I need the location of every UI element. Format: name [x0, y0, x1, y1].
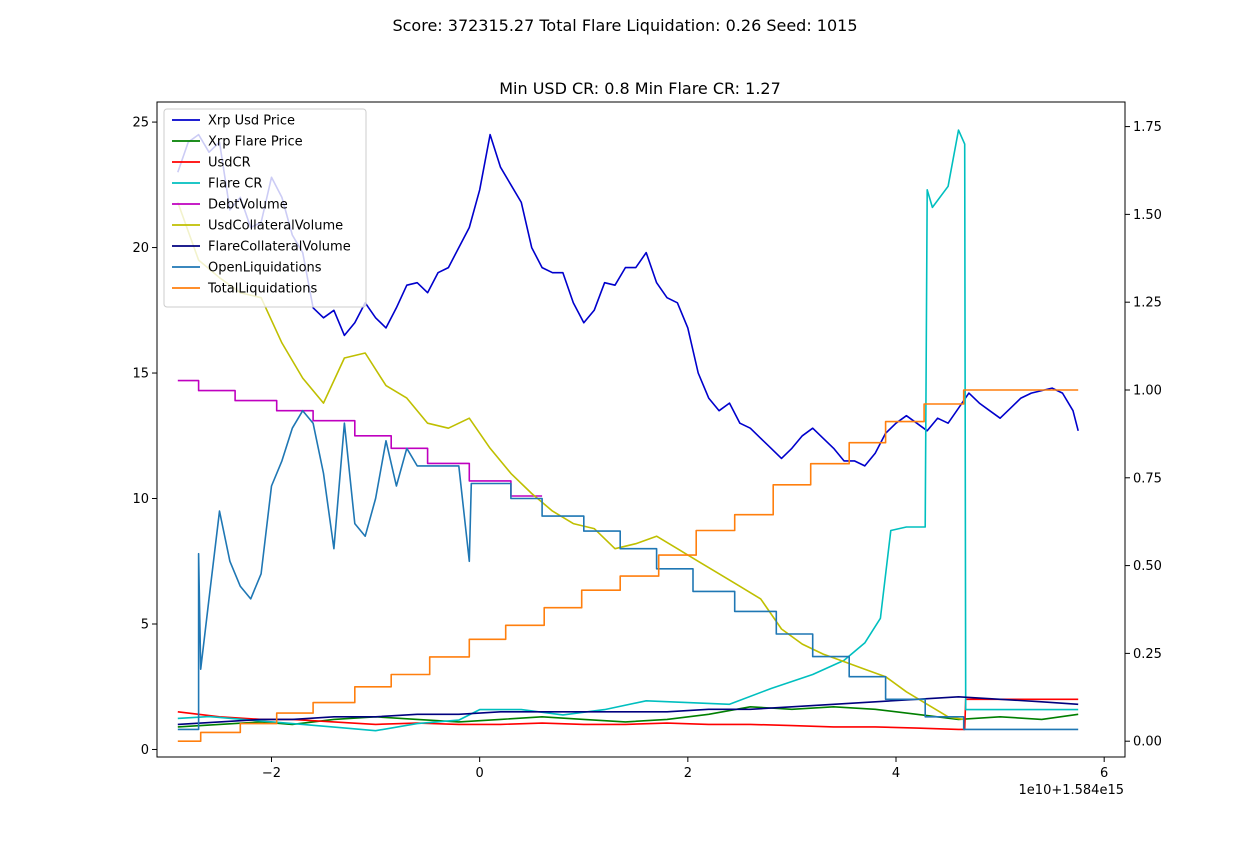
y-left-tick-label: 10 — [132, 492, 149, 507]
series-line-flarecollateralvolume — [177, 695, 1079, 726]
x-tick-label: 6 — [1100, 766, 1108, 781]
x-tick-label: 4 — [892, 766, 900, 781]
legend-label-flarecollateralvolume: FlareCollateralVolume — [208, 240, 351, 255]
legend-label-xrp-flare-price: Xrp Flare Price — [208, 135, 303, 150]
series-layer — [177, 129, 1079, 743]
y-left-tick-label: 15 — [132, 367, 149, 382]
legend-label-totalliquidations: TotalLiquidations — [207, 282, 317, 297]
series-line-usdcr — [177, 698, 1079, 731]
x-tick-label: 0 — [476, 766, 484, 781]
series-line-openliquidations — [177, 409, 1079, 731]
series-line-xrp-usd-price — [177, 133, 1079, 467]
figure-suptitle: Score: 372315.27 Total Flare Liquidation… — [392, 16, 857, 35]
legend: Xrp Usd Price Xrp Flare Price UsdCR Flare C… — [163, 108, 367, 308]
y-right-tick-label: 0.00 — [1133, 735, 1162, 750]
y-left-tick-label: 20 — [132, 241, 149, 256]
y-right-tick-label: 1.00 — [1133, 383, 1162, 398]
y-right-tick-label: 0.50 — [1133, 559, 1162, 574]
y-right-tick-label: 1.75 — [1133, 120, 1162, 135]
legend-label-usdcollateralvolume: UsdCollateralVolume — [208, 219, 343, 234]
chart-title: Min USD CR: 0.8 Min Flare CR: 1.27 — [499, 79, 781, 98]
y-right-tick-label: 1.25 — [1133, 296, 1162, 311]
y-right-tick-label: 1.50 — [1133, 208, 1162, 223]
x-tick-label: 2 — [684, 766, 692, 781]
plot-frame — [156, 101, 1126, 758]
legend-label-openliquidations: OpenLiquidations — [208, 261, 322, 276]
y-left-tick-label: 5 — [141, 617, 149, 632]
series-line-debtvolume — [177, 379, 543, 497]
legend-label-flare-cr: Flare CR — [208, 177, 262, 192]
series-line-totalliquidations — [177, 389, 1079, 743]
legend-label-xrp-usd-price: Xrp Usd Price — [208, 114, 295, 129]
legend-label-usdcr: UsdCR — [208, 156, 251, 171]
axis-layer: −2 0 2 4 6 0 5 10 15 20 25 0.00 0.25 0.50 0.75 1.00 1.25… — [132, 116, 1162, 781]
y-right-tick-label: 0.75 — [1133, 471, 1162, 486]
y-right-tick-label: 0.25 — [1133, 647, 1162, 662]
legend-label-debtvolume: DebtVolume — [208, 198, 288, 213]
legend-box — [163, 108, 367, 308]
y-left-tick-label: 25 — [132, 116, 149, 131]
y-left-tick-label: 0 — [141, 743, 149, 758]
x-tick-label: −2 — [262, 766, 281, 781]
series-line-usdcollateralvolume — [177, 202, 964, 721]
x-offset-label: 1e10+1.584e15 — [1019, 783, 1124, 798]
series-line-flare-cr — [177, 129, 1079, 732]
